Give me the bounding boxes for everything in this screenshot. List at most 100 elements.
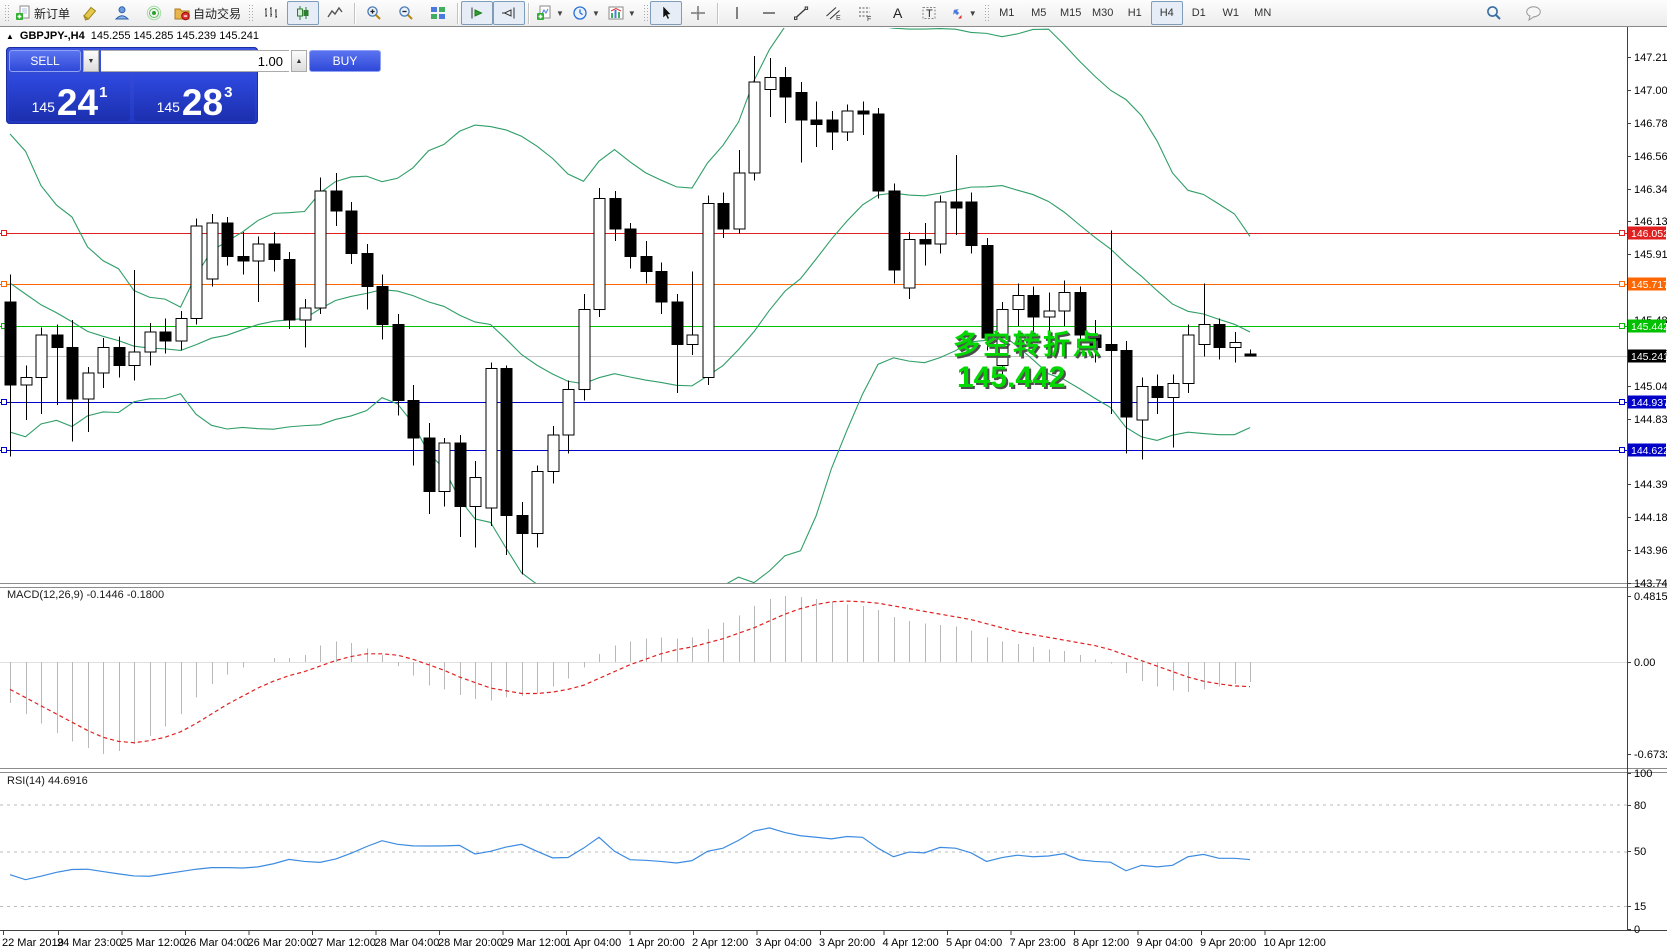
candle-chart-button[interactable] <box>287 1 320 25</box>
auto-scroll-button[interactable] <box>461 1 494 25</box>
tf-m15-button[interactable]: M15 <box>1055 1 1087 25</box>
arrows-button[interactable]: ▼ <box>945 1 981 25</box>
channel-icon: E <box>825 5 841 21</box>
main-toolbar: 新订单 自动交易 ▼ ▼ ▼ E F A T ▼ M1 M5 M15 M30 H1 H4 D1 W1 MN <box>0 0 1667 27</box>
equidistant-channel-button[interactable]: E <box>817 1 849 25</box>
tf-w1-button[interactable]: W1 <box>1215 1 1247 25</box>
line-anchor-icon[interactable] <box>1619 323 1625 329</box>
tile-windows-button[interactable] <box>422 1 454 25</box>
tf-m1-button[interactable]: M1 <box>991 1 1023 25</box>
tf-d1-button[interactable]: D1 <box>1183 1 1215 25</box>
volume-up-button[interactable]: ▲ <box>291 50 307 72</box>
text-label-button[interactable]: T <box>913 1 945 25</box>
chart-shift-button[interactable] <box>493 1 526 25</box>
scale-tick-label: 146.345 <box>1634 184 1667 196</box>
scale-tick-label: 100 <box>1634 768 1652 780</box>
vertical-line-button[interactable] <box>721 1 753 25</box>
zoom-in-icon <box>366 5 382 21</box>
tf-h1-button[interactable]: H1 <box>1119 1 1151 25</box>
volume-input[interactable] <box>101 50 289 72</box>
horizontal-line-button[interactable] <box>753 1 785 25</box>
price-badge: 145.241 <box>1628 349 1667 363</box>
chevron-down-icon[interactable]: ▼ <box>968 8 977 18</box>
bull-candle-body <box>1229 342 1242 348</box>
candle <box>593 188 606 317</box>
time-tick-label: 9 Apr 20:00 <box>1200 937 1256 949</box>
scale-tick-label: 80 <box>1634 800 1646 812</box>
fibonacci-button[interactable]: F <box>849 1 881 25</box>
line-anchor-icon[interactable] <box>1619 399 1625 405</box>
candle <box>1105 230 1118 414</box>
macd-pane <box>0 596 1627 755</box>
styler-button[interactable] <box>74 1 106 25</box>
bull-candle-body <box>438 442 451 492</box>
pane-borders <box>0 27 1667 931</box>
tf-m5-button[interactable]: M5 <box>1023 1 1055 25</box>
new-order-button[interactable]: 新订单 <box>11 1 74 25</box>
chevron-down-icon[interactable]: ▼ <box>591 8 600 18</box>
autotrading-button[interactable]: 自动交易 <box>170 1 245 25</box>
buy-price-button[interactable]: 145 28 3 <box>134 75 255 121</box>
volume-down-button[interactable]: ▼ <box>83 50 99 72</box>
chevron-down-icon[interactable]: ▼ <box>627 8 636 18</box>
candle <box>1213 318 1226 360</box>
price-scale[interactable]: 147.215 147.000 146.780 146.565 146.345 146.1… <box>1627 52 1667 936</box>
time-tick-label: 10 Apr 12:00 <box>1264 937 1326 949</box>
chevron-down-icon[interactable]: ▼ <box>556 8 564 18</box>
periods-button[interactable]: ▼ <box>568 1 604 25</box>
bear-candle-body <box>1244 353 1257 357</box>
candle <box>1244 349 1257 357</box>
line-anchor-icon[interactable] <box>1 230 7 236</box>
signals-button[interactable] <box>138 1 170 25</box>
line-anchor-icon[interactable] <box>1619 281 1625 287</box>
buy-button[interactable]: BUY <box>309 50 381 72</box>
bar-chart-button[interactable] <box>255 1 287 25</box>
tf-h4-button[interactable]: H4 <box>1150 1 1183 25</box>
bear-candle-body <box>113 346 126 366</box>
tf-mn-button[interactable]: MN <box>1247 1 1279 25</box>
bull-candle-body <box>314 190 327 309</box>
candle <box>454 435 467 537</box>
crosshair-button[interactable] <box>682 1 714 25</box>
bear-candle-body <box>423 437 436 492</box>
search-button[interactable] <box>1478 1 1510 25</box>
bollinger-lower-band <box>9 333 1251 583</box>
bear-candle-body <box>268 243 281 260</box>
market-button[interactable] <box>106 1 138 25</box>
tf-h1-label: H1 <box>1127 7 1142 19</box>
chat-button[interactable] <box>1518 1 1550 25</box>
bear-candle-body <box>454 442 467 507</box>
text-button[interactable]: A <box>881 1 913 25</box>
candle <box>66 320 79 442</box>
new-chart-button[interactable]: ▼ <box>532 1 568 25</box>
line-chart-button[interactable] <box>319 1 351 25</box>
bull-candle-body <box>469 477 482 507</box>
line-anchor-icon[interactable] <box>1 399 7 405</box>
chart-menu-icon[interactable]: ▲ <box>6 31 14 41</box>
trendline-button[interactable] <box>785 1 817 25</box>
bear-candle-body <box>795 92 808 121</box>
sell-price-button[interactable]: 145 24 1 <box>9 75 130 121</box>
chart-canvas[interactable]: 147.215 147.000 146.780 146.565 146.345 146.1… <box>0 27 1667 952</box>
candle <box>578 294 591 401</box>
zoom-in-button[interactable] <box>358 1 390 25</box>
line-anchor-icon[interactable] <box>1 281 7 287</box>
zoom-out-button[interactable] <box>390 1 422 25</box>
line-anchor-icon[interactable] <box>1619 230 1625 236</box>
candle <box>237 232 250 275</box>
rsi-line <box>9 827 1251 881</box>
time-tick-label: 22 Mar 2019 <box>2 937 64 949</box>
line-anchor-icon[interactable] <box>1 447 7 453</box>
bear-candle-body <box>237 255 250 262</box>
candle <box>345 201 358 264</box>
tf-m30-button[interactable]: M30 <box>1087 1 1119 25</box>
new-order-label: 新订单 <box>34 6 71 21</box>
chart-annotation[interactable]: 多空转折点 145.442 <box>953 330 1103 393</box>
toolbar-separator <box>457 2 459 24</box>
cursor-button[interactable] <box>649 1 682 25</box>
indicators-list-button[interactable]: ▼ <box>604 1 640 25</box>
line-anchor-icon[interactable] <box>1619 447 1625 453</box>
sell-button[interactable]: SELL <box>9 50 81 72</box>
scale-tick-label: 147.000 <box>1634 85 1667 97</box>
